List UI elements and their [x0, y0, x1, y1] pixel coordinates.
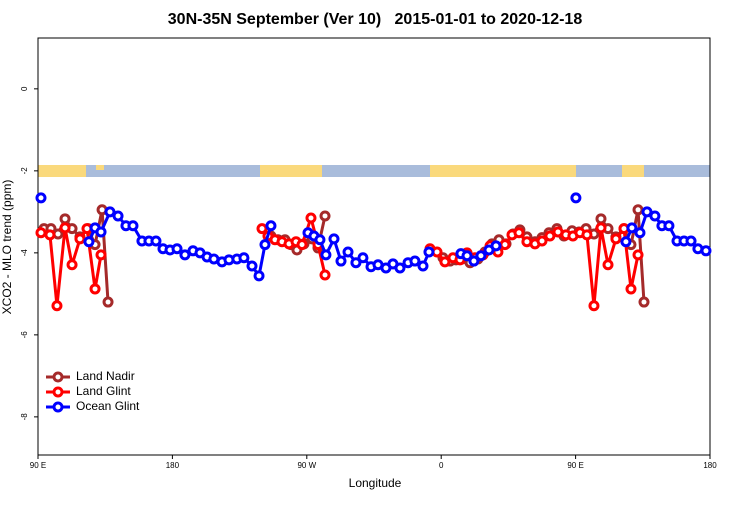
x-tick-label: 0 [439, 461, 444, 470]
point [490, 240, 502, 252]
plot-frame [37, 37, 711, 456]
point [409, 255, 421, 267]
point [83, 236, 95, 248]
point [246, 260, 258, 272]
legend-swatch-point [52, 386, 64, 398]
land-strip [96, 165, 104, 170]
x-tick-label: 90 E [30, 461, 46, 470]
legend-swatch-point [52, 401, 64, 413]
legend-label: Ocean Glint [76, 399, 140, 413]
point [685, 235, 697, 247]
point [314, 234, 326, 246]
legend-label: Land Glint [76, 384, 131, 398]
point [171, 243, 183, 255]
point [95, 226, 107, 238]
point [127, 220, 139, 232]
point [296, 239, 308, 251]
point [394, 262, 406, 274]
point [499, 239, 511, 251]
point [319, 210, 331, 222]
y-tick-label: -8 [20, 413, 29, 421]
point [259, 239, 271, 251]
land-strip [38, 165, 86, 177]
point [634, 227, 646, 239]
point [150, 235, 162, 247]
y-axis-label: XCO2 - MLO trend (ppm) [0, 180, 14, 315]
point [423, 246, 435, 258]
point [513, 227, 525, 239]
point [265, 220, 277, 232]
chart-title: 30N-35N September (Ver 10) 2015-01-01 to… [168, 11, 583, 28]
point [475, 250, 487, 262]
ocean-strip [38, 165, 710, 177]
point [104, 206, 116, 218]
point [417, 260, 429, 272]
point [179, 249, 191, 261]
point [632, 249, 644, 261]
point [335, 255, 347, 267]
land-strip [622, 165, 644, 177]
point [625, 283, 637, 295]
point [256, 223, 268, 235]
y-tick-label: -2 [20, 167, 29, 175]
point [595, 213, 607, 225]
point [305, 212, 317, 224]
point [319, 269, 331, 281]
point [112, 210, 124, 222]
point [66, 259, 78, 271]
point [51, 300, 63, 312]
point [620, 236, 632, 248]
point [536, 235, 548, 247]
point [700, 245, 712, 257]
point [320, 249, 332, 261]
point [44, 229, 56, 241]
point [588, 300, 600, 312]
point [238, 252, 250, 264]
x-axis-label: Longitude [349, 476, 402, 490]
point [357, 252, 369, 264]
land-strip [260, 165, 322, 177]
point [641, 206, 653, 218]
point [638, 296, 650, 308]
point [35, 192, 47, 204]
x-tick-label: 180 [703, 461, 717, 470]
point [595, 222, 607, 234]
point [663, 220, 675, 232]
point [581, 229, 593, 241]
point [544, 230, 556, 242]
legend-label: Land Nadir [76, 369, 135, 383]
point [253, 270, 265, 282]
x-tick-label: 90 W [297, 461, 316, 470]
series [35, 192, 712, 282]
x-tick-label: 90 E [567, 461, 583, 470]
x-tick-label: 180 [166, 461, 180, 470]
point [626, 222, 638, 234]
legend-swatch-point [52, 371, 64, 383]
point [461, 250, 473, 262]
point [95, 249, 107, 261]
point [610, 233, 622, 245]
point [74, 233, 86, 245]
point [439, 256, 451, 268]
point [89, 283, 101, 295]
land-mask [38, 165, 710, 177]
y-tick-label: -6 [20, 331, 29, 339]
point [342, 246, 354, 258]
point [328, 233, 340, 245]
point [35, 227, 47, 239]
point [602, 259, 614, 271]
point [570, 192, 582, 204]
point [468, 255, 480, 267]
point [102, 296, 114, 308]
point [59, 213, 71, 225]
land-strip [430, 165, 576, 177]
point [649, 210, 661, 222]
y-tick-label: 0 [20, 86, 29, 91]
point [350, 257, 362, 269]
point [59, 222, 71, 234]
y-tick-label: -4 [20, 249, 29, 257]
point [632, 204, 644, 216]
